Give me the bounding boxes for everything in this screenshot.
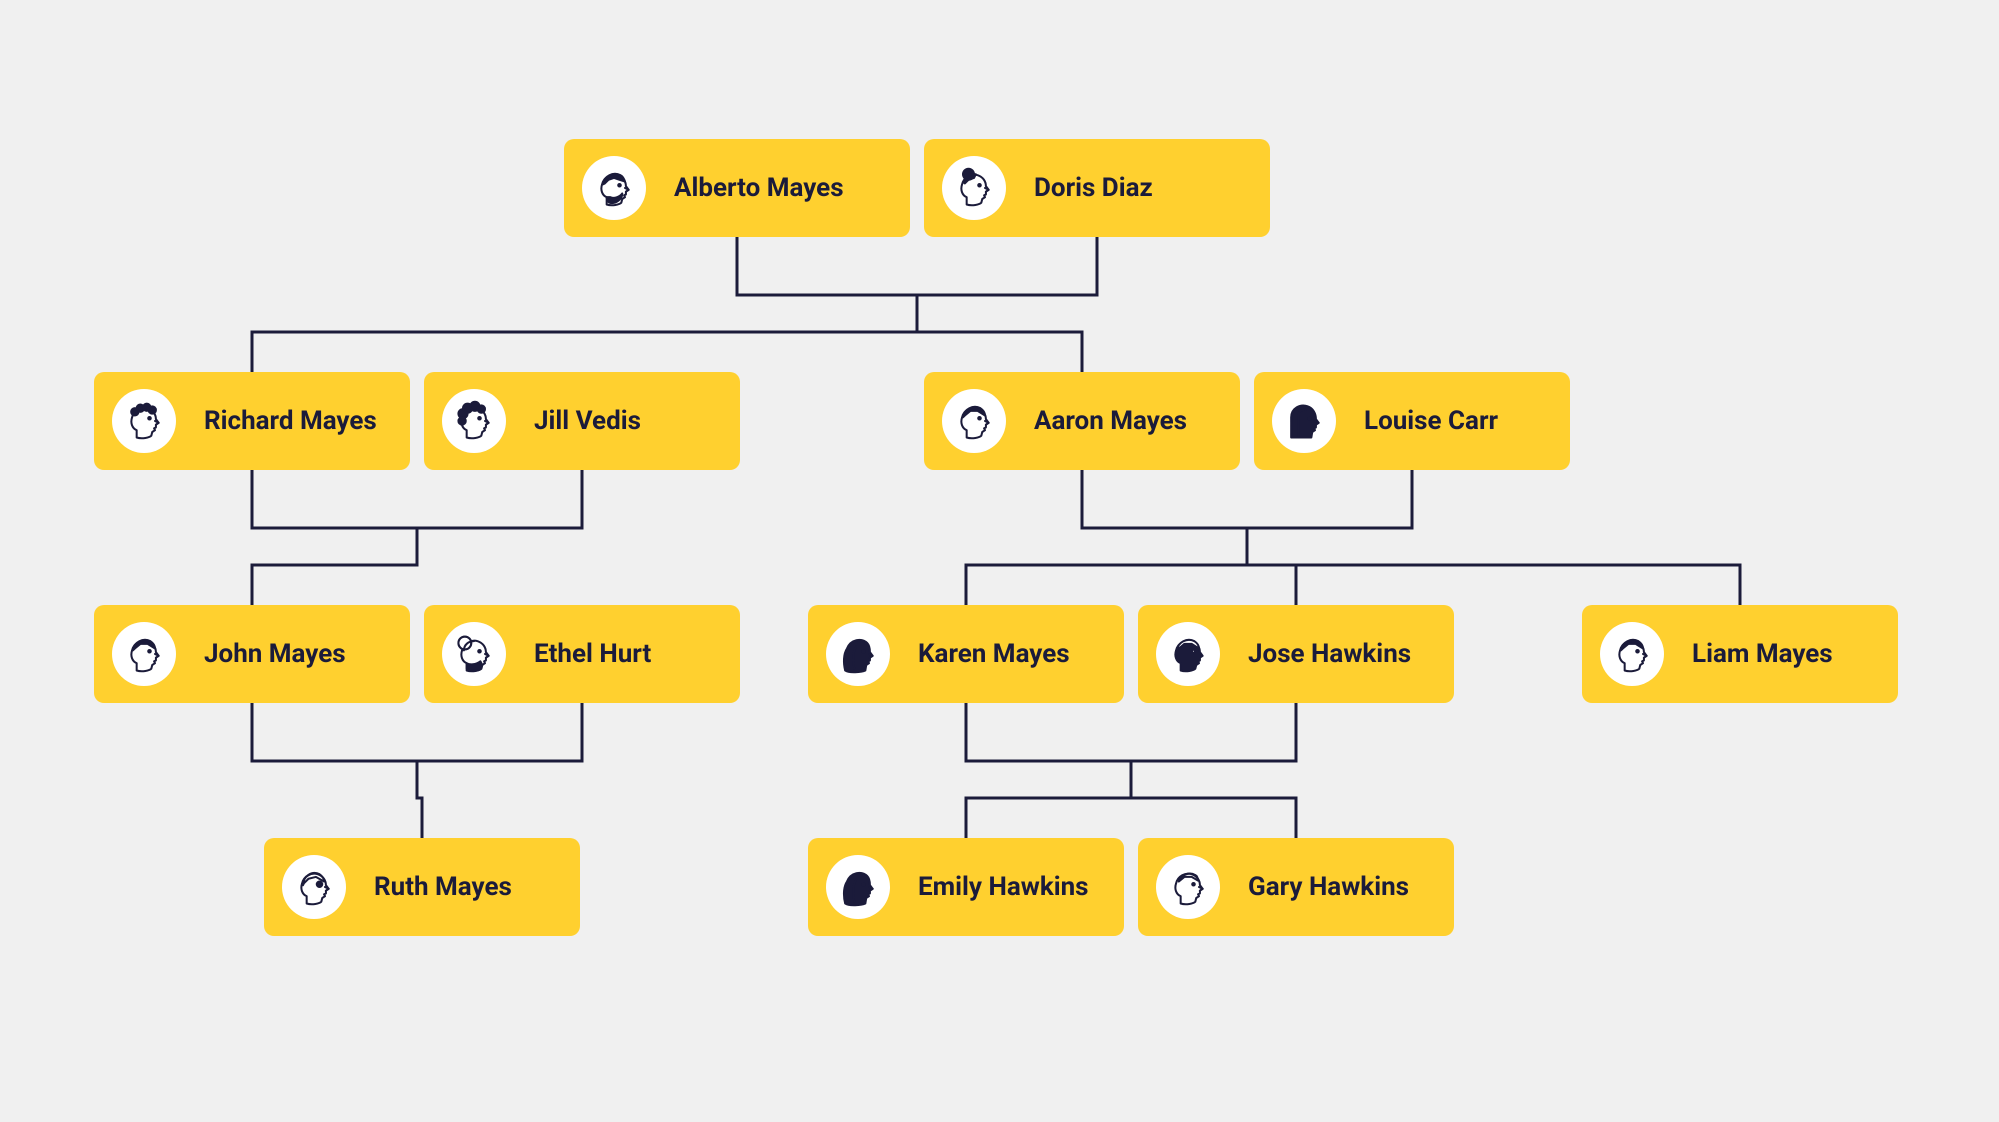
person-node-doris: Doris Diaz bbox=[924, 139, 1270, 237]
avatar-icon bbox=[112, 622, 176, 686]
avatar-icon bbox=[1272, 389, 1336, 453]
person-name: Aaron Mayes bbox=[1034, 406, 1187, 436]
person-name: Doris Diaz bbox=[1034, 173, 1153, 203]
person-node-ethel: Ethel Hurt bbox=[424, 605, 740, 703]
person-name: Alberto Mayes bbox=[674, 173, 844, 203]
person-name: Liam Mayes bbox=[1692, 639, 1833, 669]
person-node-liam: Liam Mayes bbox=[1582, 605, 1898, 703]
person-name: Karen Mayes bbox=[918, 639, 1070, 669]
person-node-ruth: Ruth Mayes bbox=[264, 838, 580, 936]
avatar-icon bbox=[826, 855, 890, 919]
avatar-icon bbox=[112, 389, 176, 453]
person-name: Emily Hawkins bbox=[918, 872, 1089, 902]
avatar-icon bbox=[942, 389, 1006, 453]
person-node-richard: Richard Mayes bbox=[94, 372, 410, 470]
person-name: John Mayes bbox=[204, 639, 346, 669]
avatar-icon bbox=[1156, 622, 1220, 686]
avatar-icon bbox=[826, 622, 890, 686]
avatar-icon bbox=[582, 156, 646, 220]
person-name: Richard Mayes bbox=[204, 406, 377, 436]
person-node-gary: Gary Hawkins bbox=[1138, 838, 1454, 936]
avatar-icon bbox=[442, 389, 506, 453]
person-node-aaron: Aaron Mayes bbox=[924, 372, 1240, 470]
person-name: Louise Carr bbox=[1364, 406, 1498, 436]
person-node-louise: Louise Carr bbox=[1254, 372, 1570, 470]
person-node-jill: Jill Vedis bbox=[424, 372, 740, 470]
person-name: Jill Vedis bbox=[534, 406, 641, 436]
family-tree-diagram: Alberto Mayes Doris Diaz Richard Mayes Jill… bbox=[0, 0, 1999, 1122]
person-name: Ethel Hurt bbox=[534, 639, 651, 669]
person-name: Gary Hawkins bbox=[1248, 872, 1409, 902]
avatar-icon bbox=[282, 855, 346, 919]
person-node-karen: Karen Mayes bbox=[808, 605, 1124, 703]
person-name: Ruth Mayes bbox=[374, 872, 512, 902]
person-name: Jose Hawkins bbox=[1248, 639, 1411, 669]
person-node-alberto: Alberto Mayes bbox=[564, 139, 910, 237]
person-node-jose: Jose Hawkins bbox=[1138, 605, 1454, 703]
person-node-emily: Emily Hawkins bbox=[808, 838, 1124, 936]
avatar-icon bbox=[1156, 855, 1220, 919]
avatar-icon bbox=[942, 156, 1006, 220]
person-node-john: John Mayes bbox=[94, 605, 410, 703]
avatar-icon bbox=[1600, 622, 1664, 686]
avatar-icon bbox=[442, 622, 506, 686]
